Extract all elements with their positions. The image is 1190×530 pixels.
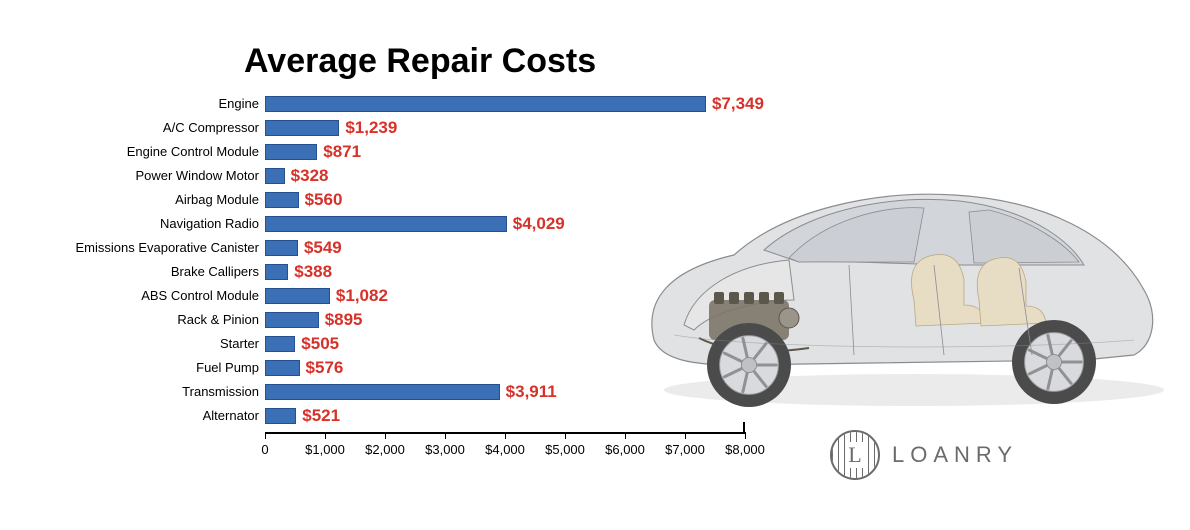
x-tick-label: $7,000 <box>665 442 705 457</box>
x-tick <box>265 432 266 439</box>
bar-label: Navigation Radio <box>160 212 259 236</box>
bar <box>265 240 298 256</box>
bar-value: $576 <box>306 356 344 380</box>
bar-value: $328 <box>291 164 329 188</box>
bar-label: Airbag Module <box>175 188 259 212</box>
bar <box>265 120 339 136</box>
x-tick <box>625 432 626 439</box>
bar <box>265 288 330 304</box>
bar-value: $3,911 <box>506 380 557 404</box>
x-tick-label: $3,000 <box>425 442 465 457</box>
bar-label: A/C Compressor <box>163 116 259 140</box>
x-tick <box>565 432 566 439</box>
x-tick-label: $4,000 <box>485 442 525 457</box>
bar-value: $505 <box>301 332 339 356</box>
bar <box>265 144 317 160</box>
x-tick-label: $8,000 <box>725 442 765 457</box>
bar-value: $1,239 <box>345 116 397 140</box>
bar <box>265 336 295 352</box>
brand-name: LOANRY <box>892 442 1018 468</box>
car-cutaway-illustration <box>614 150 1174 420</box>
x-tick-label: $6,000 <box>605 442 645 457</box>
x-tick-label: $1,000 <box>305 442 345 457</box>
bar-value: $560 <box>305 188 343 212</box>
bar-value: $4,029 <box>513 212 565 236</box>
bar-label: Engine <box>219 92 259 116</box>
bar-label: Rack & Pinion <box>177 308 259 332</box>
bar-value: $388 <box>294 260 332 284</box>
bar <box>265 192 299 208</box>
bar <box>265 384 500 400</box>
bar-label: Fuel Pump <box>196 356 259 380</box>
x-tick <box>505 432 506 439</box>
x-tick-label: $2,000 <box>365 442 405 457</box>
bar-row: A/C Compressor$1,239 <box>265 116 745 140</box>
loanry-logo-letter: L <box>846 442 863 468</box>
bar-value: $895 <box>325 308 363 332</box>
x-tick <box>745 432 746 439</box>
bar <box>265 264 288 280</box>
x-tick <box>385 432 386 439</box>
bar-label: Alternator <box>203 404 259 428</box>
bar-label: Transmission <box>182 380 259 404</box>
bar-value: $1,082 <box>336 284 388 308</box>
bar <box>265 312 319 328</box>
bar <box>265 360 300 376</box>
loanry-logo-icon: L <box>830 430 880 480</box>
bar-label: Starter <box>220 332 259 356</box>
brand-logo-lockup: L LOANRY <box>830 430 1018 480</box>
bar-value: $521 <box>302 404 340 428</box>
bar-value: $549 <box>304 236 342 260</box>
x-tick <box>445 432 446 439</box>
bar-value: $7,349 <box>712 92 764 116</box>
bar <box>265 96 706 112</box>
x-tick-label: $5,000 <box>545 442 585 457</box>
bar <box>265 168 285 184</box>
x-tick-label: 0 <box>261 442 268 457</box>
bar-value: $871 <box>323 140 361 164</box>
x-tick <box>685 432 686 439</box>
bar-row: Engine$7,349 <box>265 92 745 116</box>
bar <box>265 216 507 232</box>
bar-label: Engine Control Module <box>127 140 259 164</box>
bar-label: Emissions Evaporative Canister <box>75 236 259 260</box>
bar-label: Power Window Motor <box>135 164 259 188</box>
chart-title: Average Repair Costs <box>244 42 596 81</box>
x-tick <box>325 432 326 439</box>
bar-label: ABS Control Module <box>141 284 259 308</box>
bar <box>265 408 296 424</box>
bar-label: Brake Callipers <box>171 260 259 284</box>
